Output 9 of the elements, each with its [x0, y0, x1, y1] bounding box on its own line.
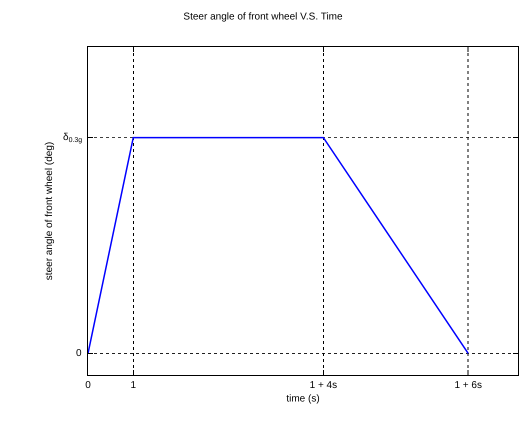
x-tick-label: 1 + 6s — [454, 380, 482, 391]
ref-line-label: 0 — [76, 348, 82, 359]
x-tick-label: 1 + 4s — [310, 380, 338, 391]
y-axis-title: steer angle of front wheel (deg) — [44, 142, 55, 280]
x-tick-label: 0 — [85, 380, 92, 391]
x-axis-title: time (s) — [286, 394, 320, 404]
ref-line-label: δ$_{0.3g}$ — [63, 132, 82, 144]
x-tick-label: 1 — [130, 380, 136, 391]
chart-title: Steer angle of front wheel V.S. Time — [183, 12, 344, 23]
